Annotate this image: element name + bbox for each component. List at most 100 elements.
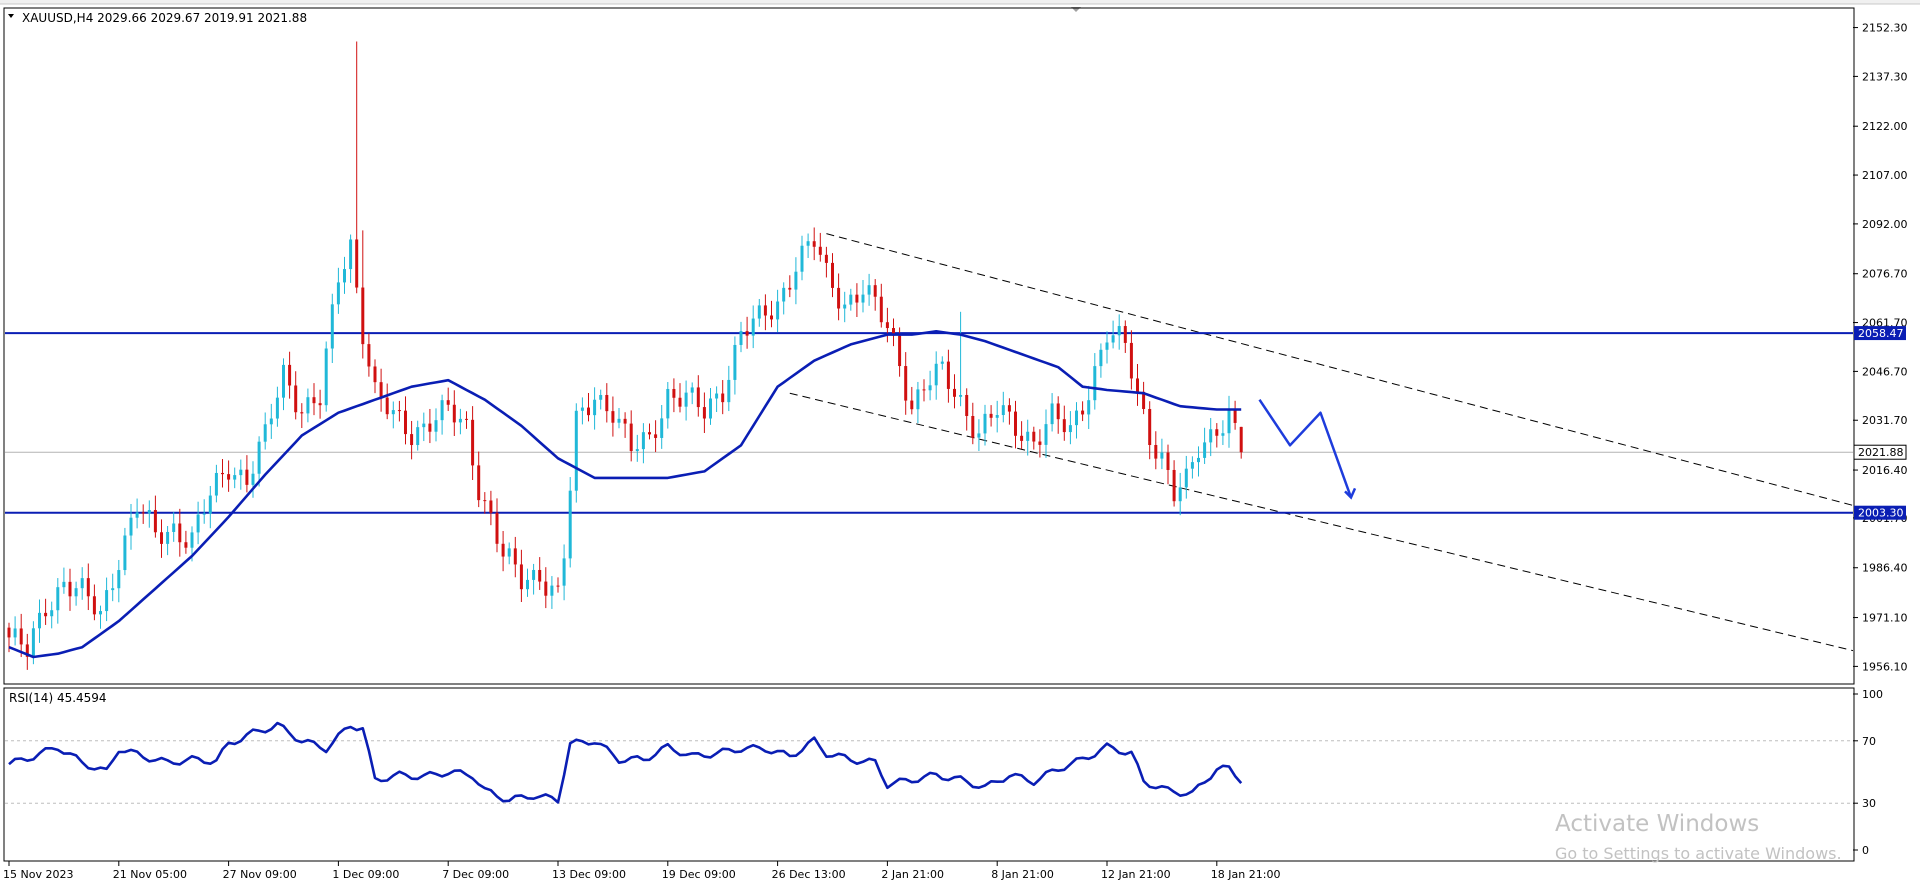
trend-channel[interactable] xyxy=(789,233,1920,680)
candle-body xyxy=(202,513,206,515)
candle-body xyxy=(446,400,450,405)
price-panel-frame xyxy=(3,7,1855,685)
candle-body xyxy=(1001,405,1005,416)
candle-body xyxy=(1117,326,1121,336)
candle-body xyxy=(910,400,914,410)
candle-body xyxy=(696,387,700,408)
candle-body xyxy=(1105,342,1109,350)
candle-body xyxy=(623,418,627,424)
candle-body xyxy=(1227,410,1231,434)
time-tick-label: 19 Dec 09:00 xyxy=(662,868,736,881)
candle-body xyxy=(160,532,163,544)
symbol-dropdown-icon[interactable] xyxy=(8,14,14,18)
candle-body xyxy=(892,328,895,336)
price-tick-label: 1956.10 xyxy=(1862,660,1908,673)
candle-body xyxy=(1081,410,1085,415)
candle-body xyxy=(629,423,633,452)
candlesticks xyxy=(7,41,1243,670)
time-tick-label: 12 Jan 21:00 xyxy=(1101,868,1171,881)
candle-body xyxy=(946,361,950,389)
candle-body xyxy=(1197,457,1200,463)
current-price-label: 2021.88 xyxy=(1858,446,1904,459)
candle-body xyxy=(1136,378,1139,392)
candle-body xyxy=(1087,400,1091,415)
rsi-indicator xyxy=(5,721,1853,804)
candle-body xyxy=(898,335,902,367)
price-axis[interactable]: 2152.30 2137.30 2122.00 2107.00 2092.00 2076.… xyxy=(1853,22,1908,674)
channel-lower-line[interactable] xyxy=(789,392,1920,680)
candle-body xyxy=(983,413,987,434)
candle-body xyxy=(824,254,828,263)
candle-body xyxy=(263,424,267,442)
candle-body xyxy=(757,305,761,319)
candle-body xyxy=(501,543,505,557)
candle-body xyxy=(269,418,273,425)
candle-body xyxy=(184,542,188,548)
price-tick-label: 2031.70 xyxy=(1862,414,1908,427)
price-tick-label: 2046.70 xyxy=(1862,365,1908,378)
candle-body xyxy=(550,585,554,596)
candle-body xyxy=(1239,426,1243,453)
rsi-axis: 100 70 30 0 xyxy=(1853,688,1883,857)
candle-body xyxy=(257,441,261,474)
forecast-arrow[interactable] xyxy=(1258,399,1357,500)
candle-body xyxy=(904,366,908,401)
candle-body xyxy=(580,407,584,411)
candle-body xyxy=(837,287,841,309)
candle-body xyxy=(1221,433,1225,436)
horizontal-levels[interactable] xyxy=(5,332,1853,514)
candle-body xyxy=(556,585,560,587)
candle-body xyxy=(989,413,993,418)
activate-windows-title: Activate Windows xyxy=(1555,811,1759,837)
candle-body xyxy=(648,432,651,435)
forecast-arrowhead-icon xyxy=(1344,487,1357,500)
forecast-arrow-path[interactable] xyxy=(1258,399,1353,498)
candle-body xyxy=(641,432,645,450)
candle-body xyxy=(1099,349,1103,367)
candle-body xyxy=(166,531,170,544)
candle-body xyxy=(666,388,670,419)
candle-body xyxy=(702,407,706,419)
candle-body xyxy=(1154,444,1158,459)
candle-body xyxy=(397,410,401,412)
candle-body xyxy=(68,581,72,597)
candle-body xyxy=(123,535,127,571)
candle-body xyxy=(1209,429,1213,443)
candle-body xyxy=(233,475,237,480)
candle-body xyxy=(31,628,35,657)
candle-body xyxy=(806,241,810,246)
candle-body xyxy=(13,628,17,638)
candle-body xyxy=(1050,403,1054,425)
ma-line xyxy=(8,330,1242,659)
candle-body xyxy=(751,318,755,336)
candle-body xyxy=(330,304,334,349)
candle-body xyxy=(605,394,609,412)
channel-upper-line[interactable] xyxy=(826,233,1920,631)
candle-body xyxy=(440,400,444,421)
candle-body xyxy=(306,397,310,414)
price-tick-label: 2016.40 xyxy=(1862,464,1908,477)
activate-windows-subtitle: Go to Settings to activate Windows. xyxy=(1555,844,1842,863)
candle-body xyxy=(1160,452,1164,459)
candle-body xyxy=(739,331,743,345)
candle-body xyxy=(849,294,853,305)
candle-body xyxy=(1014,411,1017,436)
candle-body xyxy=(940,361,944,364)
candle-body xyxy=(282,364,285,398)
candle-body xyxy=(574,410,578,491)
candle-body xyxy=(385,397,389,415)
time-axis[interactable]: 15 Nov 2023 21 Nov 05:00 27 Nov 09:00 1 Dec… xyxy=(3,861,1280,881)
candle-body xyxy=(1007,405,1011,412)
candle-body xyxy=(861,294,865,303)
candle-body xyxy=(1142,391,1146,409)
candle-body xyxy=(928,385,932,391)
candle-body xyxy=(1203,442,1207,458)
candle-body xyxy=(959,394,963,397)
price-tick-label: 2107.00 xyxy=(1862,169,1908,182)
candle-body xyxy=(483,500,487,502)
candle-body xyxy=(80,578,84,589)
candle-body xyxy=(434,420,438,432)
candle-body xyxy=(373,366,377,383)
